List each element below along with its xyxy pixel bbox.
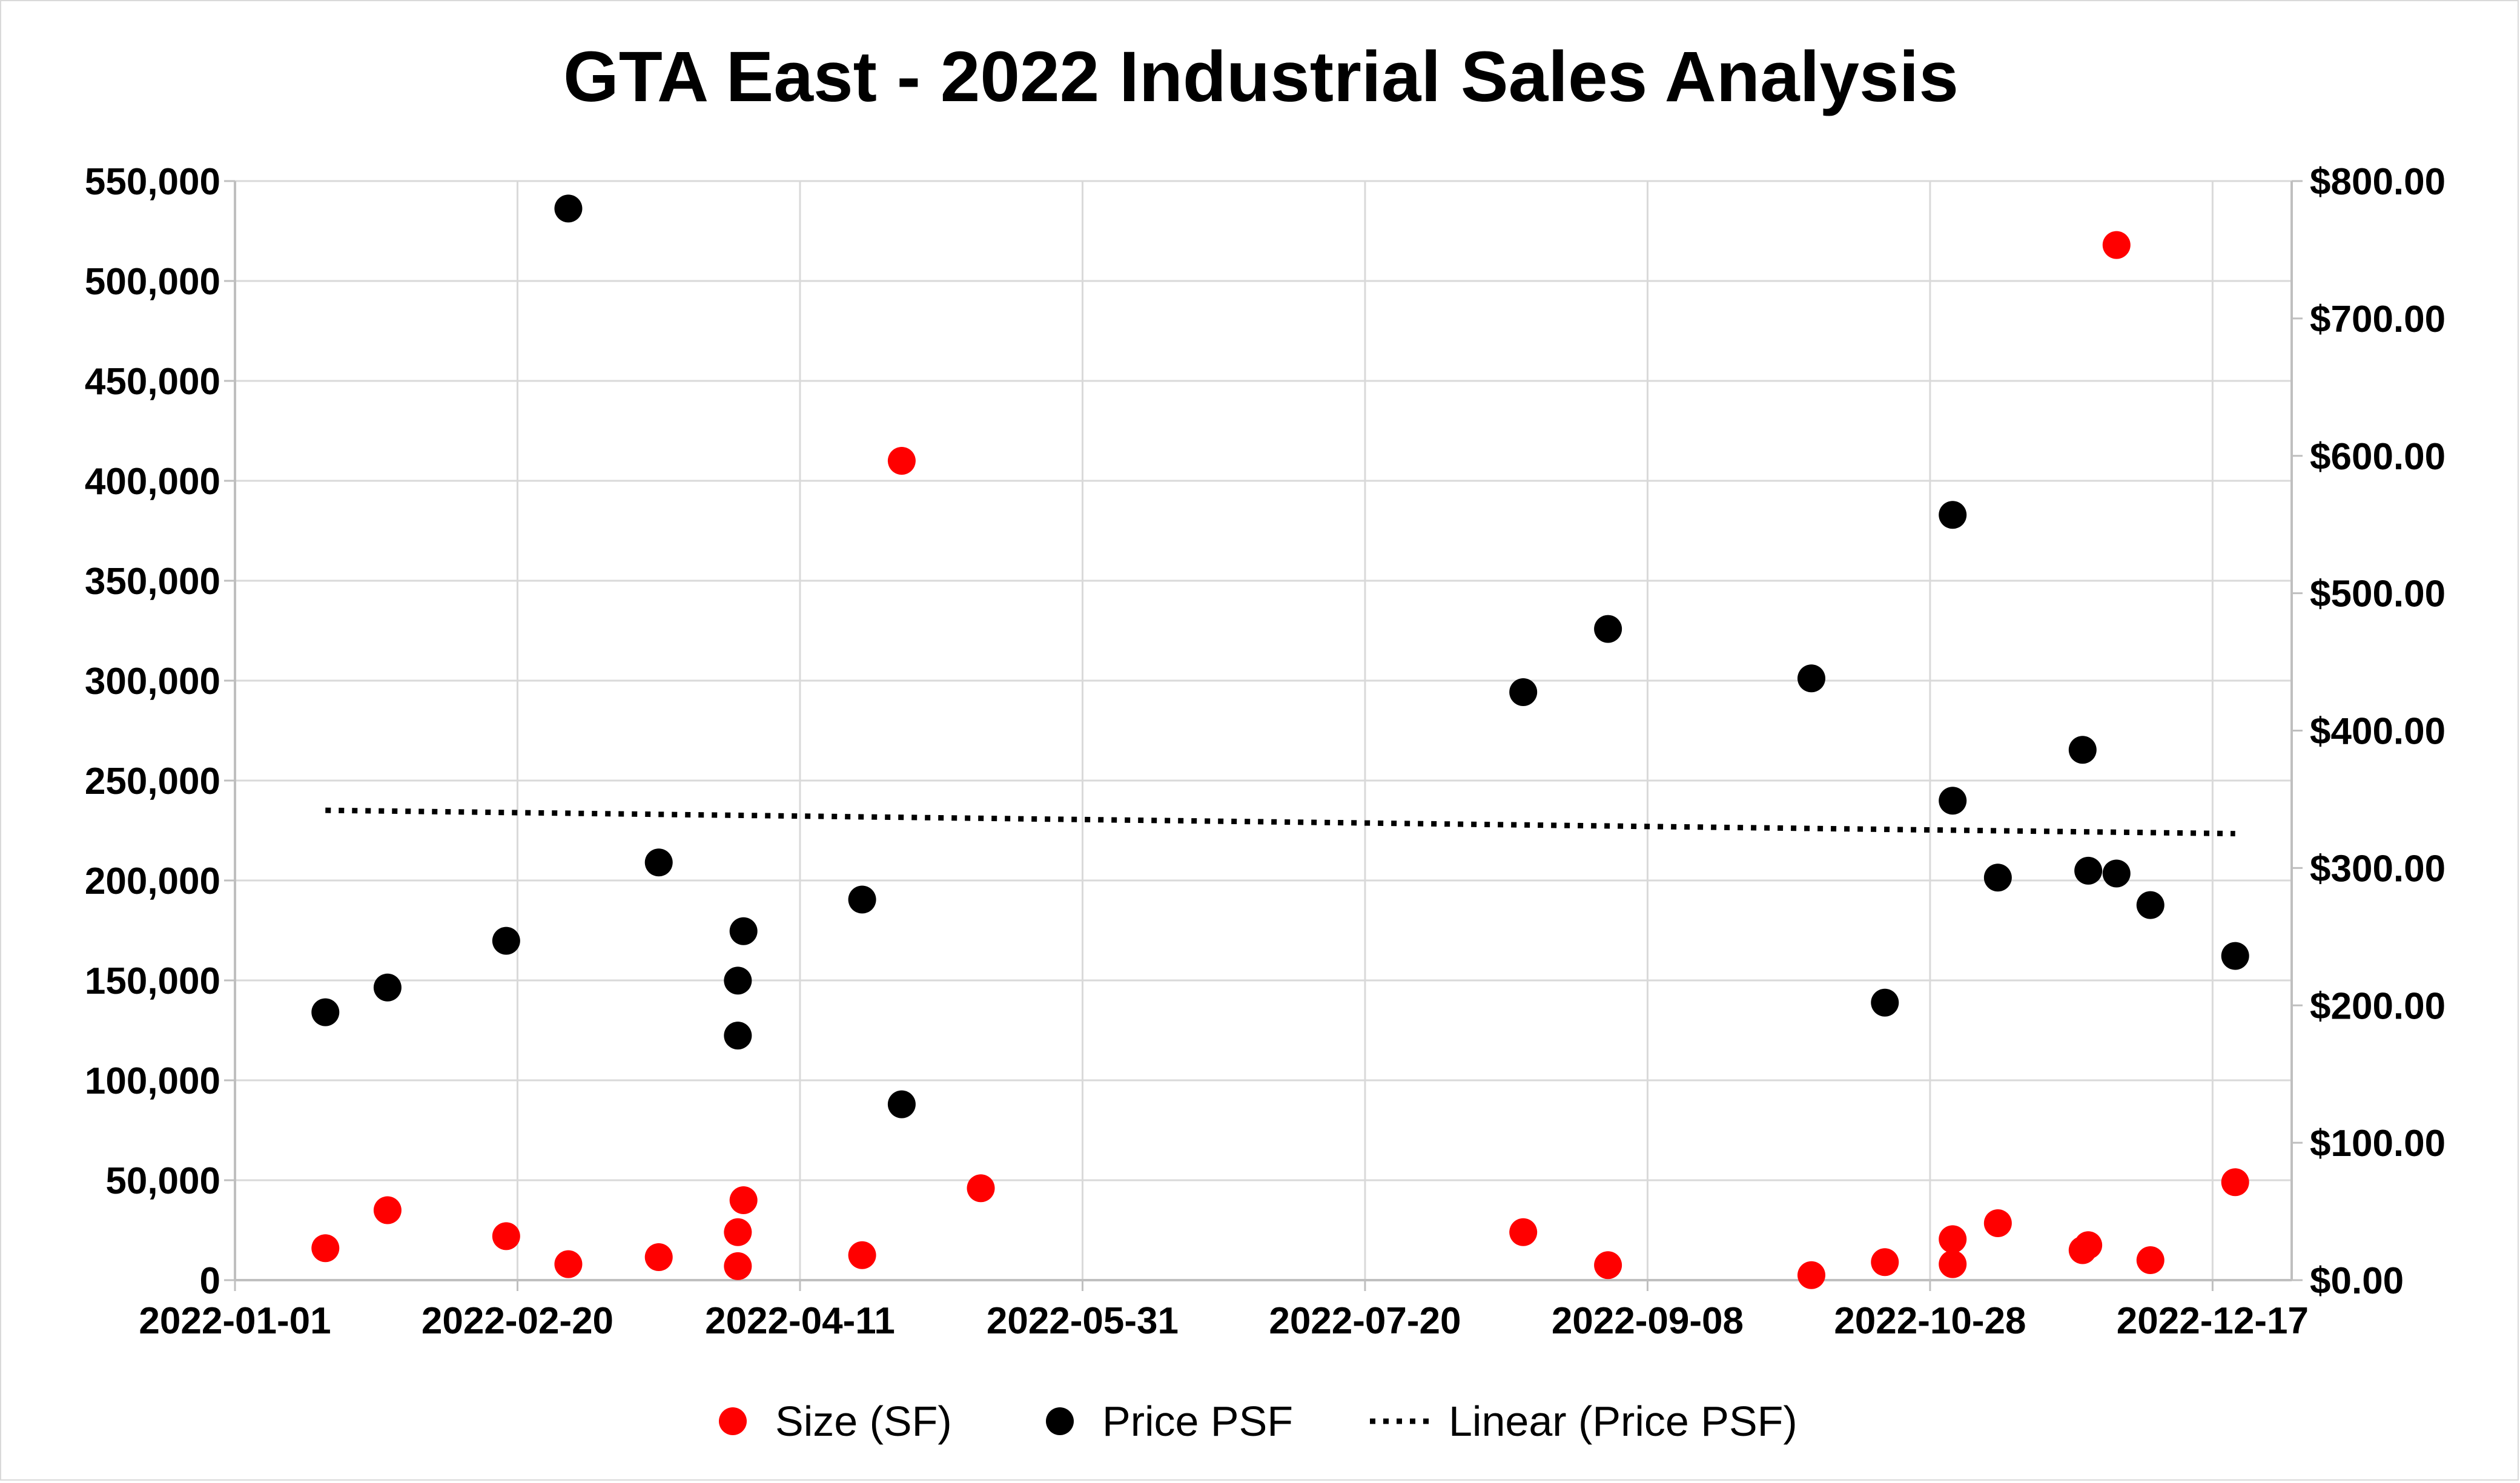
y-left-tick-label: 250,000 (85, 761, 220, 802)
size-point (2136, 1246, 2164, 1274)
price-point (373, 973, 402, 1002)
legend-marker (1046, 1407, 1074, 1435)
size-point (2074, 1231, 2103, 1260)
y-left-tick-label: 0 (200, 1260, 220, 1302)
price-point (1509, 678, 1538, 706)
price-point (1939, 501, 1967, 529)
legend-marker (719, 1407, 747, 1435)
legend: Size (SF) Price PSF Linear (Price PSF) (719, 1398, 1797, 1445)
y-left-tick-label: 50,000 (105, 1160, 220, 1202)
legend-label: Price PSF (1102, 1398, 1293, 1445)
y-axis-right-ticks: $0.00 $100.00 $200.00 $300.00 $400.00 $500.00… (2310, 161, 2446, 1302)
price-point (2136, 891, 2164, 919)
x-tick-label: 2022-07-20 (1269, 1300, 1461, 1342)
size-point (967, 1174, 995, 1203)
size-point (554, 1250, 583, 1278)
price-point (644, 848, 673, 877)
size-point (644, 1243, 673, 1272)
size-point (1509, 1218, 1538, 1246)
price-point (1594, 615, 1622, 643)
y-right-tick-label: $800.00 (2310, 161, 2446, 203)
y-left-tick-label: 550,000 (85, 161, 220, 203)
size-point (1983, 1209, 2012, 1237)
y-left-tick-label: 200,000 (85, 860, 220, 902)
legend-label: Size (SF) (775, 1398, 952, 1445)
y-left-tick-label: 300,000 (85, 661, 220, 702)
price-point (1939, 787, 1967, 815)
y-right-tick-label: $100.00 (2310, 1123, 2446, 1164)
axes (224, 180, 2303, 1291)
y-right-tick-label: $500.00 (2310, 573, 2446, 615)
price-point (2074, 856, 2103, 885)
price-point (311, 998, 340, 1026)
x-tick-label: 2022-02-20 (422, 1300, 613, 1342)
price-point (1871, 988, 1899, 1017)
size-point (492, 1222, 520, 1250)
price-point (724, 966, 752, 995)
y-left-tick-label: 500,000 (85, 261, 220, 303)
y-left-tick-label: 400,000 (85, 461, 220, 503)
size-point (887, 447, 916, 475)
size-point (1594, 1251, 1622, 1280)
points-layer (311, 194, 2249, 1289)
x-tick-label: 2022-01-01 (139, 1300, 331, 1342)
price-point (1983, 864, 2012, 892)
y-right-tick-label: $300.00 (2310, 848, 2446, 890)
size-point (848, 1241, 876, 1269)
x-tick-label: 2022-09-08 (1552, 1300, 1744, 1342)
size-point (1939, 1250, 1967, 1278)
size-point (311, 1234, 340, 1263)
y-right-tick-label: $700.00 (2310, 299, 2446, 340)
size-point (1797, 1261, 1825, 1289)
y-left-tick-label: 150,000 (85, 960, 220, 1002)
x-tick-label: 2022-10-28 (1834, 1300, 2026, 1342)
legend-label: Linear (Price PSF) (1449, 1398, 1797, 1445)
price-point (2068, 736, 2097, 764)
size-point (2102, 231, 2131, 259)
price-point (2102, 859, 2131, 888)
price-point (492, 926, 520, 955)
price-point (1797, 664, 1825, 693)
y-right-tick-label: $600.00 (2310, 436, 2446, 478)
chart-title: GTA East - 2022 Industrial Sales Analysi… (563, 37, 1959, 117)
y-right-tick-label: $400.00 (2310, 711, 2446, 753)
x-tick-label: 2022-12-17 (2117, 1300, 2309, 1342)
x-tick-label: 2022-05-31 (987, 1300, 1179, 1342)
gridlines (234, 180, 2292, 1280)
price-point (2221, 942, 2249, 970)
price-point (887, 1090, 916, 1118)
x-axis-ticks: 2022-01-01 2022-02-20 2022-04-11 2022-05-31… (139, 1300, 2309, 1342)
size-point (1939, 1225, 1967, 1253)
y-left-tick-label: 450,000 (85, 361, 220, 403)
y-axis-left-ticks: 0 50,000 100,000 150,000 200,000 250,000 300,0… (85, 161, 220, 1302)
price-point (554, 194, 583, 223)
y-right-tick-label: $200.00 (2310, 985, 2446, 1027)
size-point (729, 1186, 758, 1214)
price-point (848, 885, 876, 914)
y-left-tick-label: 350,000 (85, 561, 220, 603)
size-point (724, 1218, 752, 1246)
size-point (724, 1252, 752, 1280)
size-point (1871, 1248, 1899, 1277)
y-left-tick-label: 100,000 (85, 1060, 220, 1102)
price-point (724, 1022, 752, 1050)
size-point (2221, 1168, 2249, 1197)
price-point (729, 917, 758, 945)
size-point (373, 1196, 402, 1224)
x-tick-label: 2022-04-11 (705, 1300, 895, 1342)
y-right-tick-label: $0.00 (2310, 1260, 2404, 1302)
